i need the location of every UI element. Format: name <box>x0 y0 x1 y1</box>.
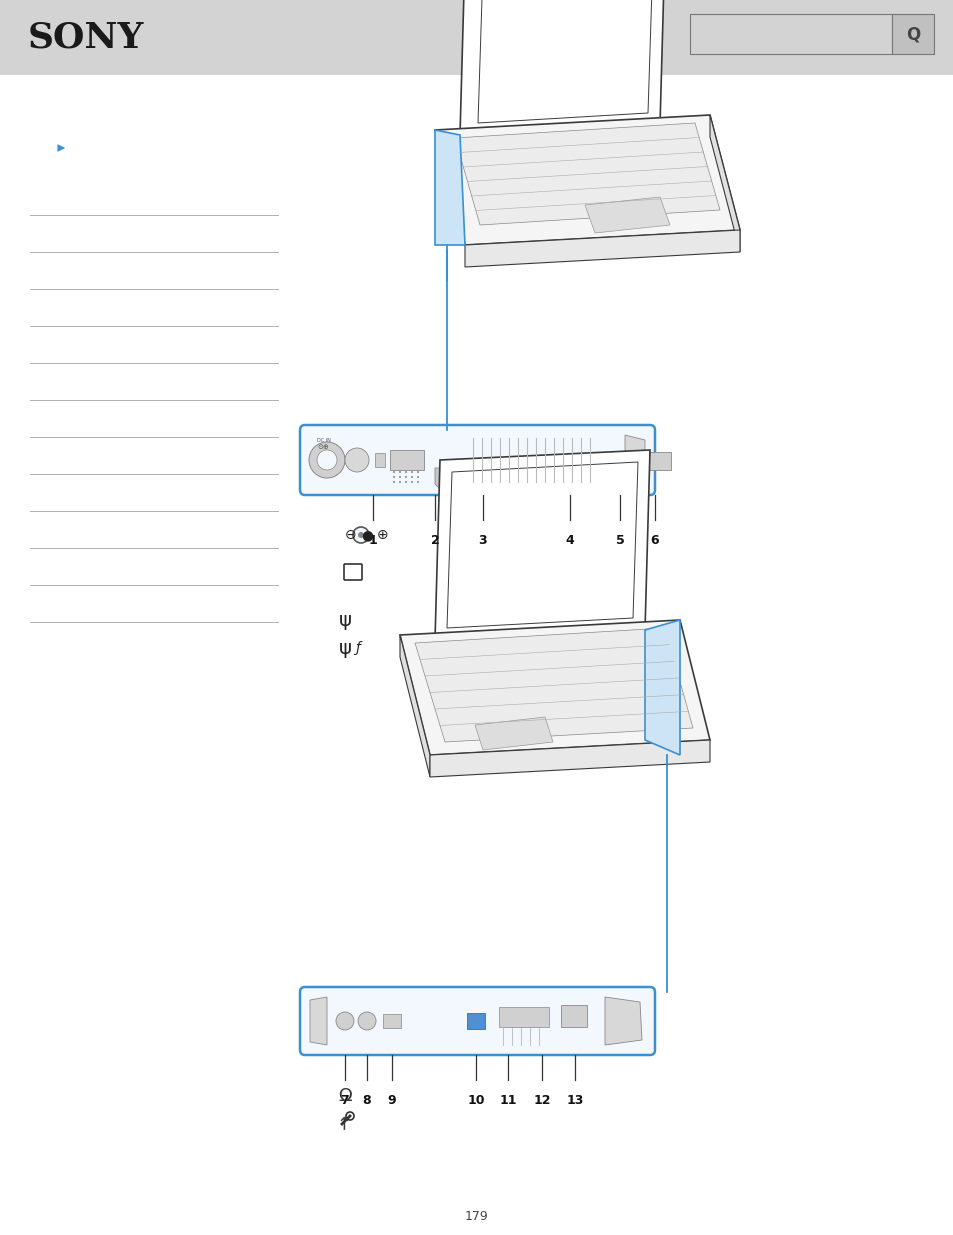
Circle shape <box>353 527 369 543</box>
Polygon shape <box>399 620 709 755</box>
Text: Q: Q <box>905 25 919 43</box>
Circle shape <box>405 471 407 473</box>
Circle shape <box>346 1112 354 1120</box>
Polygon shape <box>464 230 740 267</box>
FancyBboxPatch shape <box>467 1013 484 1029</box>
Text: ƒ: ƒ <box>355 641 360 655</box>
Circle shape <box>316 450 336 471</box>
Text: ⊕: ⊕ <box>376 529 388 542</box>
Polygon shape <box>584 198 669 233</box>
Polygon shape <box>455 124 720 225</box>
Text: 179: 179 <box>465 1210 488 1224</box>
Polygon shape <box>477 0 652 124</box>
Circle shape <box>357 1011 375 1030</box>
FancyBboxPatch shape <box>644 452 670 471</box>
Text: ●: ● <box>360 529 373 542</box>
Text: ⊖: ⊖ <box>345 529 356 542</box>
Circle shape <box>416 471 418 473</box>
FancyBboxPatch shape <box>299 987 655 1055</box>
FancyBboxPatch shape <box>299 425 655 495</box>
Circle shape <box>357 532 364 538</box>
FancyBboxPatch shape <box>382 1014 400 1028</box>
Polygon shape <box>399 635 430 777</box>
FancyBboxPatch shape <box>560 1005 586 1028</box>
FancyBboxPatch shape <box>344 564 361 580</box>
Text: 13: 13 <box>566 1094 583 1107</box>
Text: 5: 5 <box>615 534 623 547</box>
Circle shape <box>405 475 407 478</box>
Text: 7: 7 <box>340 1094 349 1107</box>
FancyBboxPatch shape <box>689 14 891 54</box>
Circle shape <box>393 475 395 478</box>
Polygon shape <box>435 115 740 245</box>
Text: 4: 4 <box>565 534 574 547</box>
Text: ⊙⊕: ⊙⊕ <box>316 445 329 450</box>
FancyBboxPatch shape <box>375 453 385 467</box>
Polygon shape <box>447 462 638 629</box>
Polygon shape <box>430 740 709 777</box>
Polygon shape <box>435 468 460 488</box>
Polygon shape <box>459 0 664 135</box>
Circle shape <box>393 480 395 483</box>
Text: 10: 10 <box>467 1094 484 1107</box>
FancyBboxPatch shape <box>891 14 933 54</box>
Circle shape <box>335 1011 354 1030</box>
Circle shape <box>405 480 407 483</box>
Polygon shape <box>644 620 679 755</box>
FancyBboxPatch shape <box>498 1007 548 1028</box>
Circle shape <box>416 475 418 478</box>
Polygon shape <box>415 629 692 742</box>
Text: ψ: ψ <box>338 610 351 630</box>
Text: 6: 6 <box>650 534 659 547</box>
FancyBboxPatch shape <box>606 452 633 471</box>
Text: 11: 11 <box>498 1094 517 1107</box>
Polygon shape <box>624 435 644 485</box>
Circle shape <box>411 475 413 478</box>
Text: SONY: SONY <box>28 21 144 54</box>
Circle shape <box>309 442 345 478</box>
Text: 1: 1 <box>368 534 377 547</box>
Text: 2: 2 <box>430 534 439 547</box>
Polygon shape <box>435 450 649 640</box>
Circle shape <box>411 471 413 473</box>
Circle shape <box>411 480 413 483</box>
FancyBboxPatch shape <box>390 450 423 471</box>
Circle shape <box>398 475 400 478</box>
Text: 12: 12 <box>533 1094 550 1107</box>
Circle shape <box>393 471 395 473</box>
Text: ↗: ↗ <box>333 1110 356 1134</box>
FancyBboxPatch shape <box>0 0 953 75</box>
Circle shape <box>345 448 369 472</box>
Text: Ω: Ω <box>337 1087 352 1105</box>
Polygon shape <box>435 130 464 245</box>
Polygon shape <box>310 997 327 1045</box>
Text: 8: 8 <box>362 1094 371 1107</box>
Text: ψ: ψ <box>338 638 351 657</box>
Circle shape <box>398 480 400 483</box>
Text: 9: 9 <box>387 1094 395 1107</box>
Text: 3: 3 <box>478 534 487 547</box>
Polygon shape <box>709 115 740 252</box>
Text: DC IN: DC IN <box>316 438 331 443</box>
Circle shape <box>398 471 400 473</box>
Polygon shape <box>475 718 553 750</box>
Polygon shape <box>604 997 641 1045</box>
Circle shape <box>416 480 418 483</box>
